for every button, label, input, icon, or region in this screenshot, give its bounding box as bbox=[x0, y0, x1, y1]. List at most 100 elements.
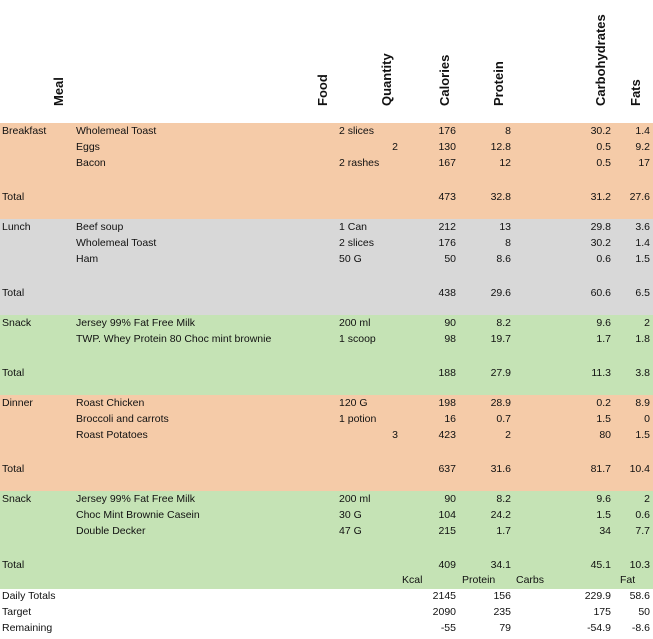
quantity-count: 3 bbox=[392, 429, 398, 441]
fats-value: 10.4 bbox=[629, 463, 650, 475]
food-name: Roast Potatoes bbox=[76, 429, 148, 441]
total-label: Total bbox=[2, 559, 25, 571]
meal-name: Lunch bbox=[2, 221, 31, 233]
protein-value: 156 bbox=[493, 590, 511, 602]
total-label: Total bbox=[2, 191, 25, 203]
table-row: Broccoli and carrots 1 potion 16 0.7 1.5 0 bbox=[0, 411, 653, 427]
carbohydrates-value: 11.3 bbox=[591, 367, 611, 379]
fats-value: 50 bbox=[638, 606, 650, 618]
carbohydrates-value: 9.6 bbox=[596, 317, 611, 329]
food-name: Roast Chicken bbox=[76, 397, 145, 409]
meal-name: Snack bbox=[2, 317, 32, 329]
carbohydrates-value: 80 bbox=[599, 429, 611, 441]
carbohydrates-value: 60.6 bbox=[590, 287, 611, 299]
protein-value: 235 bbox=[493, 606, 511, 618]
header-fats: Fats bbox=[628, 79, 643, 106]
summary-row: Target 2090 235 175 50 bbox=[0, 604, 653, 620]
carbohydrates-value: 45.1 bbox=[590, 559, 611, 571]
food-name: Jersey 99% Fat Free Milk bbox=[76, 493, 196, 505]
meal-section: Snack Jersey 99% Fat Free Milk 200 ml 90 8.2… bbox=[0, 491, 653, 589]
protein-value: 34.1 bbox=[490, 559, 511, 571]
calories-value: 98 bbox=[444, 333, 456, 345]
summary-row: Daily Totals 2145 156 229.9 58.6 bbox=[0, 588, 653, 604]
summary-row: Remaining -55 79 -54.9 -8.6 bbox=[0, 620, 653, 636]
fats-value: 2 bbox=[644, 493, 650, 505]
quantity-count: 2 bbox=[392, 141, 398, 153]
quantity-value: 50 G bbox=[339, 253, 362, 265]
calories-value: 438 bbox=[438, 287, 456, 299]
fats-value: 0 bbox=[644, 413, 650, 425]
calories-value: 198 bbox=[438, 397, 456, 409]
food-name: TWP. Whey Protein 80 Choc mint brownie bbox=[76, 333, 272, 345]
quantity-value: 200 ml bbox=[339, 317, 371, 329]
protein-value: 8.6 bbox=[496, 253, 511, 265]
calories-value: 188 bbox=[438, 367, 456, 379]
food-name: Broccoli and carrots bbox=[76, 413, 169, 425]
meal-name: Breakfast bbox=[2, 125, 47, 137]
column-header-row: Meal Food Quantity Calories Protein Carb… bbox=[0, 0, 653, 120]
food-name: Wholemeal Toast bbox=[76, 237, 157, 249]
calories-value: 50 bbox=[444, 253, 456, 265]
protein-value: 28.9 bbox=[490, 397, 511, 409]
fats-value: 1.5 bbox=[635, 253, 650, 265]
quantity-value: 200 ml bbox=[339, 493, 371, 505]
fats-value: 2 bbox=[644, 317, 650, 329]
total-row: Total 409 34.1 45.1 10.3 bbox=[0, 557, 653, 573]
table-row: Lunch Beef soup 1 Can 212 13 29.8 3.6 bbox=[0, 219, 653, 235]
total-row: Total 438 29.6 60.6 6.5 bbox=[0, 285, 653, 301]
meal-name: Dinner bbox=[2, 397, 33, 409]
protein-value: 27.9 bbox=[490, 367, 511, 379]
food-name: Jersey 99% Fat Free Milk bbox=[76, 317, 196, 329]
protein-value: 1.7 bbox=[496, 525, 511, 537]
protein-value: 8 bbox=[505, 125, 511, 137]
quantity-value: 1 potion bbox=[339, 413, 377, 425]
summary-label: Remaining bbox=[2, 622, 53, 634]
calories-value: 409 bbox=[438, 559, 456, 571]
protein-value: 19.7 bbox=[490, 333, 511, 345]
food-name: Eggs bbox=[76, 141, 100, 153]
calories-value: 176 bbox=[438, 237, 456, 249]
calories-value: 423 bbox=[438, 429, 456, 441]
fats-value: 3.6 bbox=[635, 221, 650, 233]
fats-value: 10.3 bbox=[629, 559, 650, 571]
carbohydrates-value: 0.5 bbox=[596, 141, 611, 153]
protein-value: 8.2 bbox=[496, 317, 511, 329]
meal-name: Snack bbox=[2, 493, 32, 505]
kcal-label: Kcal bbox=[402, 574, 423, 586]
total-row: Total 473 32.8 31.2 27.6 bbox=[0, 189, 653, 205]
total-row: Total 637 31.6 81.7 10.4 bbox=[0, 461, 653, 477]
carbohydrates-value: 1.5 bbox=[596, 509, 611, 521]
calories-value: 167 bbox=[438, 157, 456, 169]
table-row: Dinner Roast Chicken 120 G 198 28.9 0.2 8.9 bbox=[0, 395, 653, 411]
protein-value: 13 bbox=[499, 221, 511, 233]
food-name: Choc Mint Brownie Casein bbox=[76, 509, 200, 521]
fats-value: 8.9 bbox=[635, 397, 650, 409]
carbohydrates-value: 229.9 bbox=[584, 590, 611, 602]
food-name: Ham bbox=[76, 253, 99, 265]
total-label: Total bbox=[2, 367, 25, 379]
protein-value: 31.6 bbox=[490, 463, 511, 475]
fats-value: 3.8 bbox=[635, 367, 650, 379]
table-row: Bacon 2 rashes 167 12 0.5 17 bbox=[0, 155, 653, 171]
calories-value: 16 bbox=[444, 413, 456, 425]
calories-value: 637 bbox=[438, 463, 456, 475]
header-meal: Meal bbox=[51, 77, 66, 106]
protein-value: 0.7 bbox=[496, 413, 511, 425]
total-row: Total 188 27.9 11.3 3.8 bbox=[0, 365, 653, 381]
table-row: Eggs 2 130 12.8 0.5 9.2 bbox=[0, 139, 653, 155]
food-name: Bacon bbox=[76, 157, 106, 169]
quantity-value: 2 rashes bbox=[339, 157, 380, 169]
quantity-value: 1 Can bbox=[339, 221, 368, 233]
calories-value: 90 bbox=[444, 493, 456, 505]
carbohydrates-value: 0.2 bbox=[596, 397, 611, 409]
quantity-value: 47 G bbox=[339, 525, 362, 537]
calories-value: 212 bbox=[438, 221, 456, 233]
fats-value: 58.6 bbox=[629, 590, 650, 602]
meal-section: Breakfast Wholemeal Toast 2 slices 176 8 30.2… bbox=[0, 123, 653, 221]
header-food: Food bbox=[315, 74, 330, 106]
quantity-value: 120 G bbox=[339, 397, 368, 409]
table-row: Choc Mint Brownie Casein 30 G 104 24.2 1.5 0.… bbox=[0, 507, 653, 523]
table-row: Ham 50 G 50 8.6 0.6 1.5 bbox=[0, 251, 653, 267]
fat-label: Fat bbox=[620, 574, 636, 586]
fats-value: 1.5 bbox=[635, 429, 650, 441]
